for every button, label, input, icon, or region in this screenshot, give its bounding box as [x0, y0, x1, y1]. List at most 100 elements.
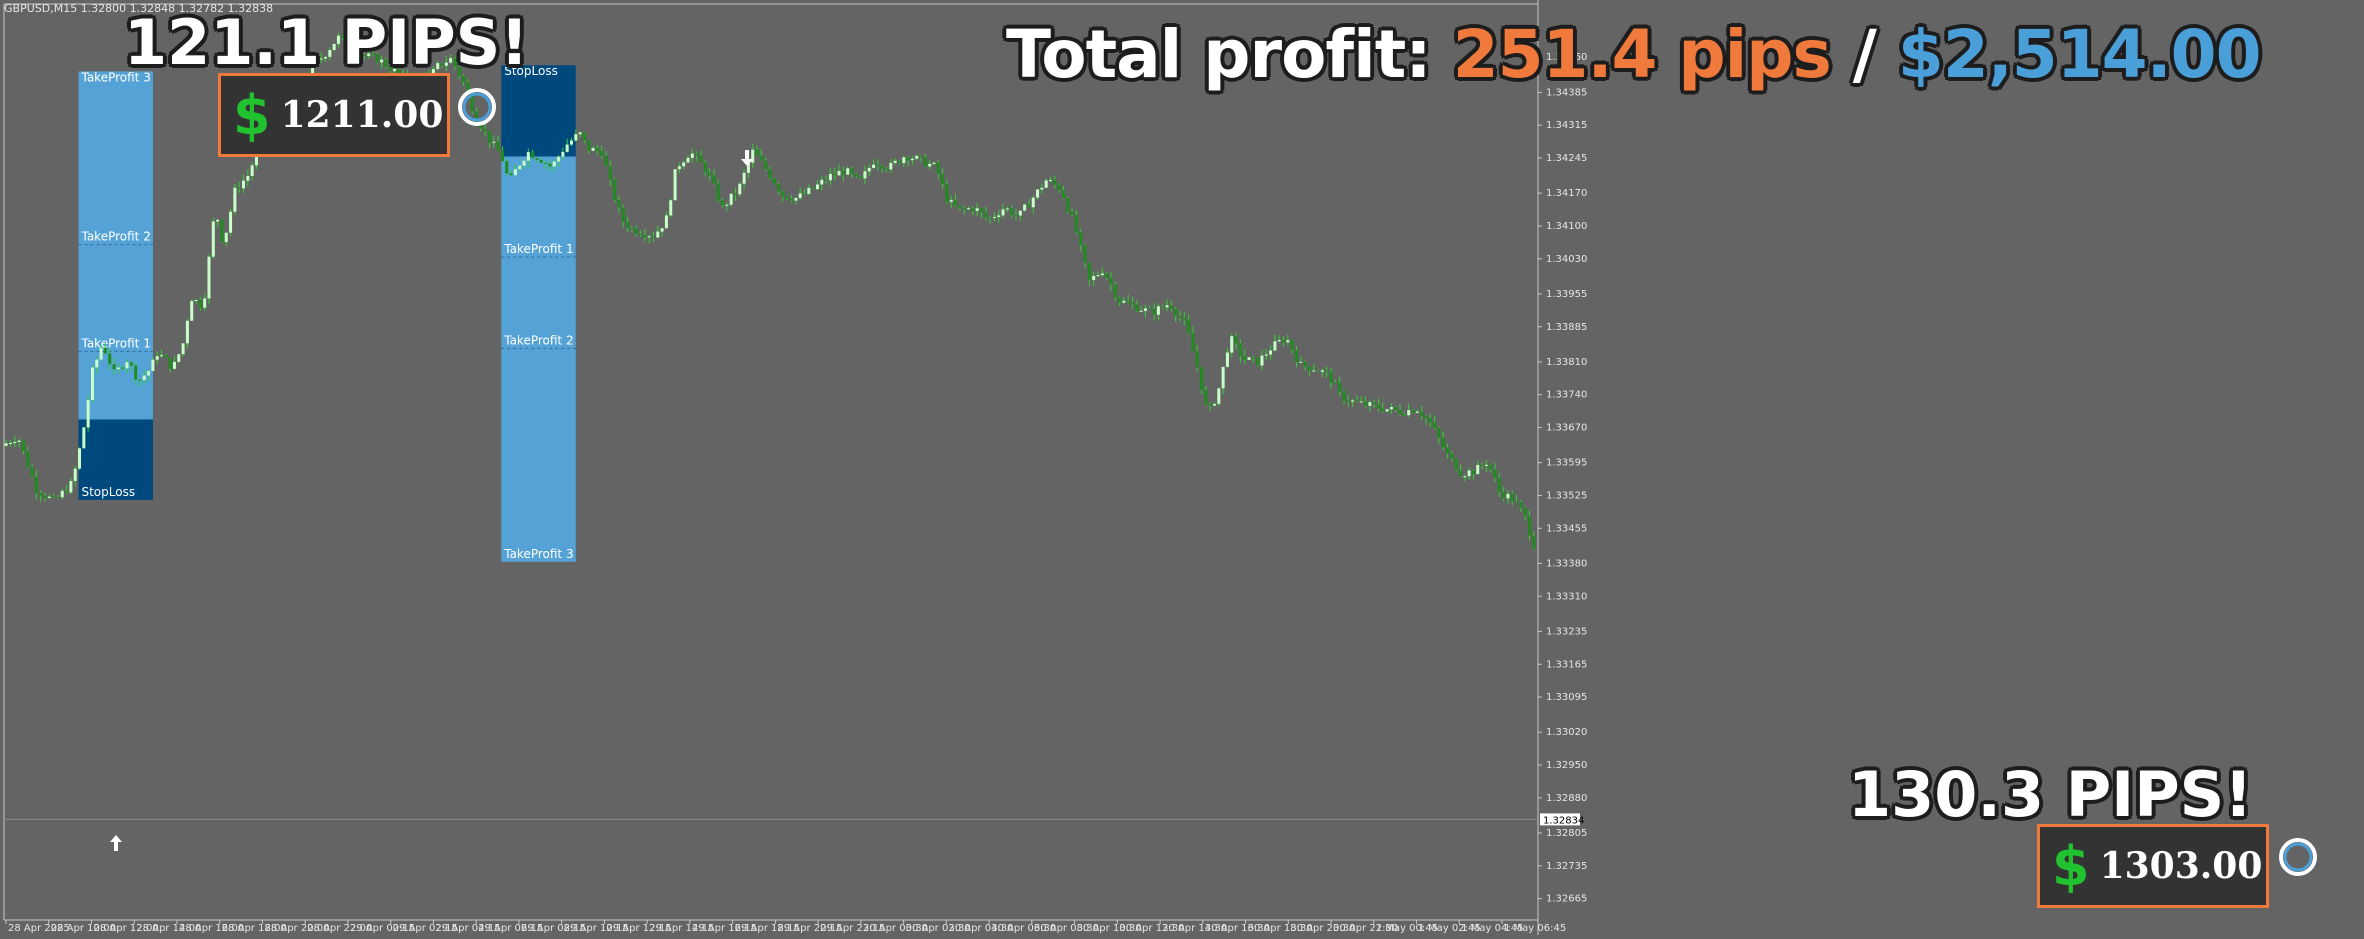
candle-body: [388, 66, 392, 72]
candle-body: [39, 493, 43, 496]
price-tick-label: 1.33740: [1546, 390, 1587, 401]
candle-body: [854, 173, 858, 177]
candle-body: [1247, 357, 1251, 360]
candle-body: [578, 132, 582, 135]
candle-body: [1023, 204, 1027, 211]
candle-body: [142, 375, 146, 381]
candle-body: [1208, 403, 1212, 406]
candle-body: [565, 144, 569, 152]
candle-body: [470, 93, 474, 112]
trade-zones: TakeProfit 3 TakeProfit 2 TakeProfit 1 Stop…: [78, 64, 576, 562]
candle-body: [1148, 308, 1152, 310]
candle-body: [1036, 189, 1040, 198]
candle-body: [984, 212, 988, 218]
candle-body: [246, 175, 250, 181]
time-tick-label: 30 Apr 08:30: [1034, 923, 1099, 934]
candle-body: [548, 163, 552, 167]
candle-body: [695, 153, 699, 156]
candle-body: [1105, 273, 1109, 278]
candle-body: [1238, 343, 1242, 356]
time-tick-label: 30 Apr 16:30: [1205, 923, 1270, 934]
candle-body: [1109, 277, 1113, 285]
candle-body: [26, 451, 30, 468]
candle-body: [397, 69, 401, 74]
price-tick-label: 1.33455: [1546, 523, 1587, 534]
candle-body: [1234, 336, 1238, 344]
candle-body: [1316, 370, 1320, 372]
candle-body: [1372, 402, 1376, 405]
candle-body: [134, 365, 138, 380]
candle-body: [198, 300, 202, 308]
trade2-pips-label: 130.3 PIPS!: [1848, 758, 2253, 831]
candle-body: [677, 166, 681, 170]
candle-body: [954, 200, 958, 206]
price-tick-label: 1.32950: [1546, 760, 1587, 771]
candle-body: [1161, 306, 1165, 308]
time-tick-label: 30 Apr 02:30: [906, 923, 971, 934]
candle-body: [561, 151, 565, 157]
candle-body: [1454, 458, 1458, 471]
candle-body: [177, 354, 181, 362]
price-tick-label: 1.33380: [1546, 558, 1587, 569]
candle-body: [1402, 414, 1406, 416]
candle-body: [643, 235, 647, 238]
candle-body: [1277, 339, 1281, 342]
candle-body: [522, 160, 526, 166]
candle-body: [721, 200, 725, 205]
candle-body: [47, 496, 51, 498]
candle-body: [1312, 370, 1316, 372]
exit-marker-circle: [458, 88, 496, 126]
candle-body: [116, 367, 120, 370]
candle-body: [608, 165, 612, 180]
candle-body: [1040, 187, 1044, 190]
candle-body: [1061, 190, 1065, 199]
candle-body: [1014, 215, 1018, 217]
candle-body: [65, 490, 69, 493]
candle-body: [1299, 361, 1303, 363]
candle-body: [647, 236, 651, 238]
candle-body: [1260, 355, 1264, 366]
candle-body: [1264, 354, 1268, 356]
candle-body: [1502, 491, 1506, 499]
candle-body: [846, 168, 850, 175]
candle-body: [807, 187, 811, 194]
price-tick-label: 1.33165: [1546, 659, 1587, 670]
candle-body: [574, 134, 578, 141]
candle-body: [962, 208, 966, 210]
candle-body: [233, 187, 237, 212]
candle-body: [1441, 437, 1445, 448]
time-tick-label: 28 Apr 16:00: [179, 923, 244, 934]
price-tick-label: 1.34315: [1546, 120, 1587, 131]
candle-body: [794, 197, 798, 201]
candle-body: [513, 169, 517, 176]
current-price-label: 1.32834: [1543, 815, 1584, 826]
price-tick-label: 1.33810: [1546, 357, 1587, 368]
total-usd-value: $2,514.00: [1897, 16, 2262, 93]
price-tick-label: 1.33235: [1546, 626, 1587, 637]
time-tick-label: 30 Apr 12:30: [1119, 923, 1184, 934]
arrow-down-icon: [741, 150, 753, 166]
candle-body: [336, 35, 340, 44]
candle-body: [1049, 179, 1053, 181]
candle-body: [73, 468, 77, 482]
price-tick-label: 1.33525: [1546, 491, 1587, 502]
candle-body: [902, 157, 906, 164]
candle-body: [237, 187, 241, 189]
zone-label: TakeProfit 1: [80, 336, 150, 350]
candle-body: [371, 53, 375, 55]
current-price-tag: [1540, 813, 1580, 826]
candle-body: [1424, 416, 1428, 419]
candle-body: [867, 167, 871, 172]
candle-body: [772, 178, 776, 185]
candle-body: [496, 141, 500, 151]
candle-body: [384, 59, 388, 67]
candle-body: [1182, 317, 1186, 320]
candle-body: [1338, 382, 1342, 392]
total-profit-label: Total profit:: [1006, 16, 1453, 93]
time-tick-label: 29 Apr 16:15: [692, 923, 757, 934]
candle-body: [1519, 502, 1523, 508]
candle-body: [82, 427, 86, 449]
candle-body: [729, 193, 733, 205]
candle-body: [759, 155, 763, 161]
